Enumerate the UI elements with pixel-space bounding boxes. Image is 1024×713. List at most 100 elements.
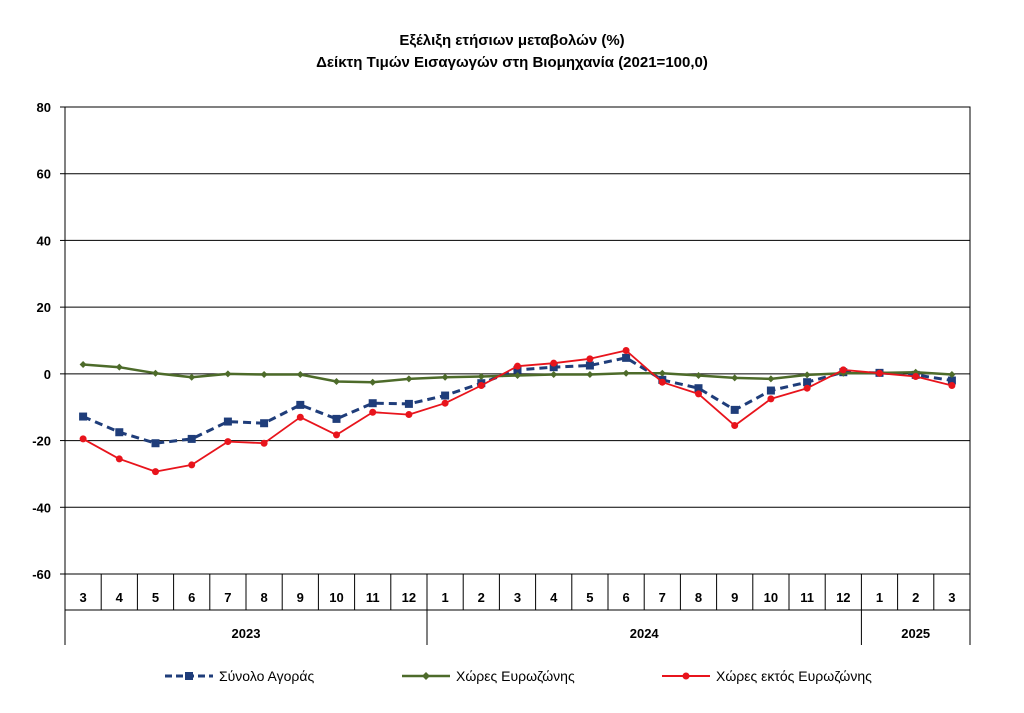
data-point-series-1 xyxy=(260,371,268,379)
x-tick-label: 10 xyxy=(329,590,343,605)
year-label: 2023 xyxy=(232,626,261,641)
data-point-series-0 xyxy=(730,405,739,414)
data-point-series-1 xyxy=(948,371,956,379)
data-point-series-1 xyxy=(333,378,340,386)
data-point-series-0 xyxy=(151,439,160,448)
x-tick-label: 3 xyxy=(79,590,86,605)
data-point-series-1 xyxy=(514,372,521,380)
data-point-series-2 xyxy=(550,359,558,367)
data-point-series-0 xyxy=(260,419,269,428)
plot-area xyxy=(64,106,971,575)
data-point-series-2 xyxy=(514,362,521,370)
data-point-series-2 xyxy=(296,413,304,421)
data-point-series-2 xyxy=(948,382,956,390)
data-point-series-2 xyxy=(477,382,485,390)
data-point-series-2 xyxy=(441,399,449,407)
x-tick-label: 7 xyxy=(224,590,231,605)
x-tick-label: 12 xyxy=(836,590,850,605)
y-tick-label: 20 xyxy=(37,300,51,315)
y-tick-label: -20 xyxy=(32,434,51,449)
chart-title: Εξέλιξη ετήσιων μεταβολών (%) Δείκτη Τιμ… xyxy=(0,30,1024,74)
x-tick-label: 2 xyxy=(912,590,919,605)
x-tick-label: 5 xyxy=(152,590,159,605)
legend-item-series-1: Χώρες Ευρωζώνης xyxy=(400,664,575,688)
legend-item-series-2: Χώρες εκτός Ευρωζώνης xyxy=(660,664,872,688)
data-point-series-0 xyxy=(622,353,631,362)
x-tick-label: 9 xyxy=(297,590,304,605)
data-point-series-1 xyxy=(586,371,594,379)
data-point-series-0 xyxy=(694,384,703,393)
data-point-series-0 xyxy=(296,400,305,409)
data-point-series-2 xyxy=(731,422,739,430)
data-point-series-1 xyxy=(477,373,485,381)
legend-label-series-0: Σύνολο Αγοράς xyxy=(219,668,315,684)
data-point-series-1 xyxy=(152,369,159,377)
legend-label-series-1: Χώρες Ευρωζώνης xyxy=(456,668,575,684)
data-point-series-2 xyxy=(622,347,630,355)
x-tick-label: 10 xyxy=(764,590,778,605)
data-point-series-1 xyxy=(731,374,739,382)
data-point-series-2 xyxy=(839,366,847,374)
data-point-series-1 xyxy=(115,363,123,371)
data-point-series-2 xyxy=(586,355,594,363)
data-point-series-1 xyxy=(79,361,87,369)
data-point-series-2 xyxy=(695,390,702,398)
data-point-series-2 xyxy=(152,468,159,476)
legend-label-series-2: Χώρες εκτός Ευρωζώνης xyxy=(716,668,872,684)
data-point-series-0 xyxy=(947,376,956,385)
data-point-series-2 xyxy=(876,369,883,377)
data-point-series-2 xyxy=(224,438,232,446)
data-point-series-1 xyxy=(767,375,775,383)
x-tick-label: 11 xyxy=(366,590,380,605)
data-point-series-0 xyxy=(766,386,775,395)
legend-swatch-series-1 xyxy=(402,672,450,680)
data-point-series-1 xyxy=(369,378,377,386)
y-tick-label: -60 xyxy=(32,567,51,582)
x-tick-label: 8 xyxy=(260,590,267,605)
data-point-series-1 xyxy=(188,373,196,381)
data-point-series-2 xyxy=(658,378,666,386)
data-point-series-2 xyxy=(405,411,413,419)
x-tick-label: 11 xyxy=(800,590,814,605)
year-label: 2025 xyxy=(901,626,930,641)
data-point-series-0 xyxy=(187,434,196,443)
legend-swatch-series-2 xyxy=(662,672,710,680)
data-point-series-2 xyxy=(369,408,377,416)
data-point-series-0 xyxy=(585,361,594,370)
y-tick-label: 0 xyxy=(44,367,51,382)
data-point-series-2 xyxy=(333,431,340,439)
y-tick-label: 40 xyxy=(37,233,51,248)
x-tick-label: 6 xyxy=(188,590,195,605)
data-point-series-1 xyxy=(441,373,449,381)
data-point-series-1 xyxy=(622,369,630,377)
x-tick-label: 8 xyxy=(695,590,702,605)
data-point-series-2 xyxy=(188,461,196,469)
year-label: 2024 xyxy=(630,626,660,641)
data-point-series-0 xyxy=(79,412,88,421)
data-point-series-1 xyxy=(296,371,304,379)
x-tick-label: 1 xyxy=(876,590,883,605)
chart-title-line-2: Δείκτη Τιμών Εισαγωγών στη Βιομηχανία (2… xyxy=(316,54,708,71)
data-point-series-1 xyxy=(695,372,702,380)
x-tick-label: 6 xyxy=(622,590,629,605)
data-point-series-1 xyxy=(405,375,413,383)
data-point-series-1 xyxy=(224,370,232,378)
data-point-series-0 xyxy=(513,365,522,374)
data-point-series-0 xyxy=(441,391,450,400)
legend-swatch-series-0 xyxy=(165,672,213,680)
x-tick-label: 3 xyxy=(948,590,955,605)
data-point-series-1 xyxy=(550,371,558,379)
y-tick-label: -40 xyxy=(32,500,51,515)
data-point-series-1 xyxy=(803,371,811,379)
x-tick-label: 1 xyxy=(441,590,448,605)
data-point-series-1 xyxy=(658,369,666,377)
x-tick-label: 3 xyxy=(514,590,521,605)
data-point-series-0 xyxy=(549,363,558,372)
data-point-series-0 xyxy=(368,399,377,408)
x-tick-label: 5 xyxy=(586,590,593,605)
data-point-series-0 xyxy=(803,378,812,387)
legend-item-series-0: Σύνολο Αγοράς xyxy=(163,664,314,688)
x-tick-label: 12 xyxy=(402,590,416,605)
y-tick-label: 60 xyxy=(37,167,51,182)
